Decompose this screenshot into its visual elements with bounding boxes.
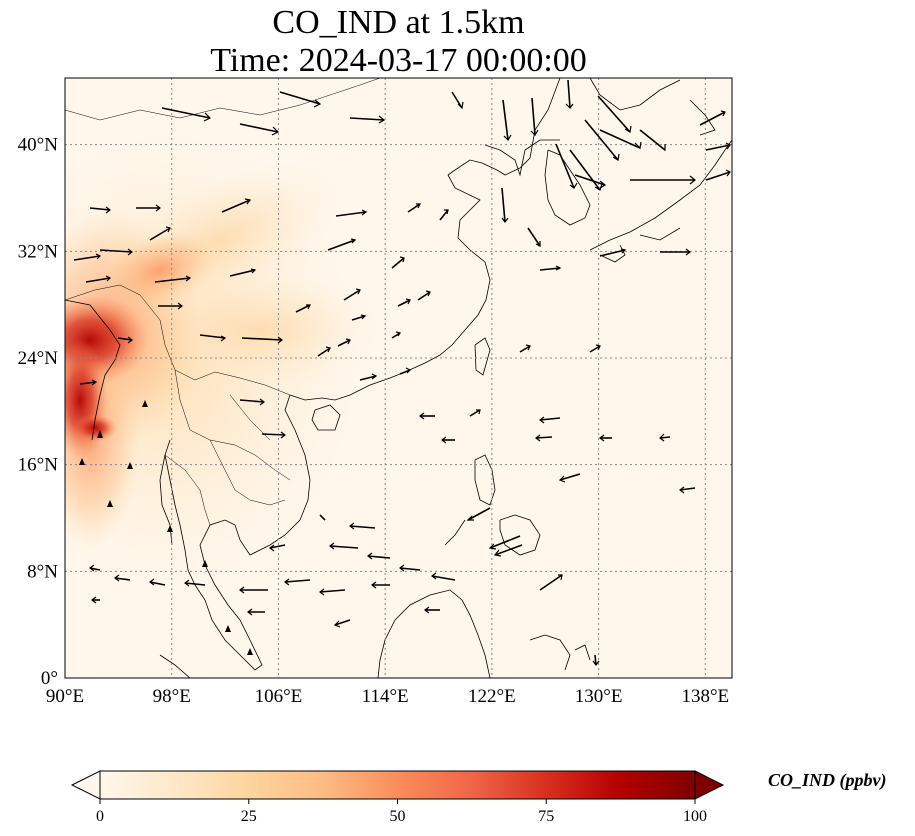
colorbar-min-extension xyxy=(70,770,101,800)
lat-tick-label: 40°N xyxy=(18,135,59,156)
wind-vectors xyxy=(73,79,731,666)
lon-tick-label: 114°E xyxy=(362,686,409,707)
lon-tick-label: 98°E xyxy=(153,686,191,707)
map-frame xyxy=(64,77,733,679)
lat-tick-label: 8°N xyxy=(27,561,58,582)
lat-tick-label: 24°N xyxy=(18,348,59,369)
lon-tick-label: 106°E xyxy=(255,686,303,707)
lat-tick-label: 32°N xyxy=(18,241,59,262)
gridlines xyxy=(65,78,732,678)
lon-tick-label: 130°E xyxy=(575,686,623,707)
lon-tick-label: 90°E xyxy=(46,686,84,707)
map-panel xyxy=(65,78,732,678)
latitude-tick-labels: 0° 8°N 16°N 24°N 32°N 40°N xyxy=(18,135,59,689)
colorbar: 0 25 50 75 100 CO_IND (ppbv) xyxy=(70,770,887,825)
colorbar-label: CO_IND (ppbv) xyxy=(768,770,887,791)
colorbar-ticks: 0 25 50 75 100 xyxy=(96,799,707,825)
lat-tick-label: 16°N xyxy=(18,455,59,476)
colorbar-gradient xyxy=(100,771,695,799)
colorbar-tick-label: 0 xyxy=(96,808,104,825)
lon-tick-label: 122°E xyxy=(468,686,516,707)
colorbar-tick-label: 50 xyxy=(390,808,406,825)
lat-tick-label: 0° xyxy=(41,668,58,689)
coastlines xyxy=(65,78,732,678)
colorbar-tick-label: 25 xyxy=(241,808,257,825)
map-title-line1: CO_IND at 1.5km xyxy=(272,4,525,41)
lon-tick-label: 138°E xyxy=(681,686,729,707)
colorbar-tick-label: 100 xyxy=(683,808,707,825)
concentration-field xyxy=(65,130,380,590)
map-title-line2: Time: 2024-03-17 00:00:00 xyxy=(210,42,587,79)
colorbar-max-extension xyxy=(694,770,725,800)
longitude-tick-labels: 90°E 98°E 106°E 114°E 122°E 130°E 138°E xyxy=(46,686,729,707)
colorbar-tick-label: 75 xyxy=(538,808,554,825)
